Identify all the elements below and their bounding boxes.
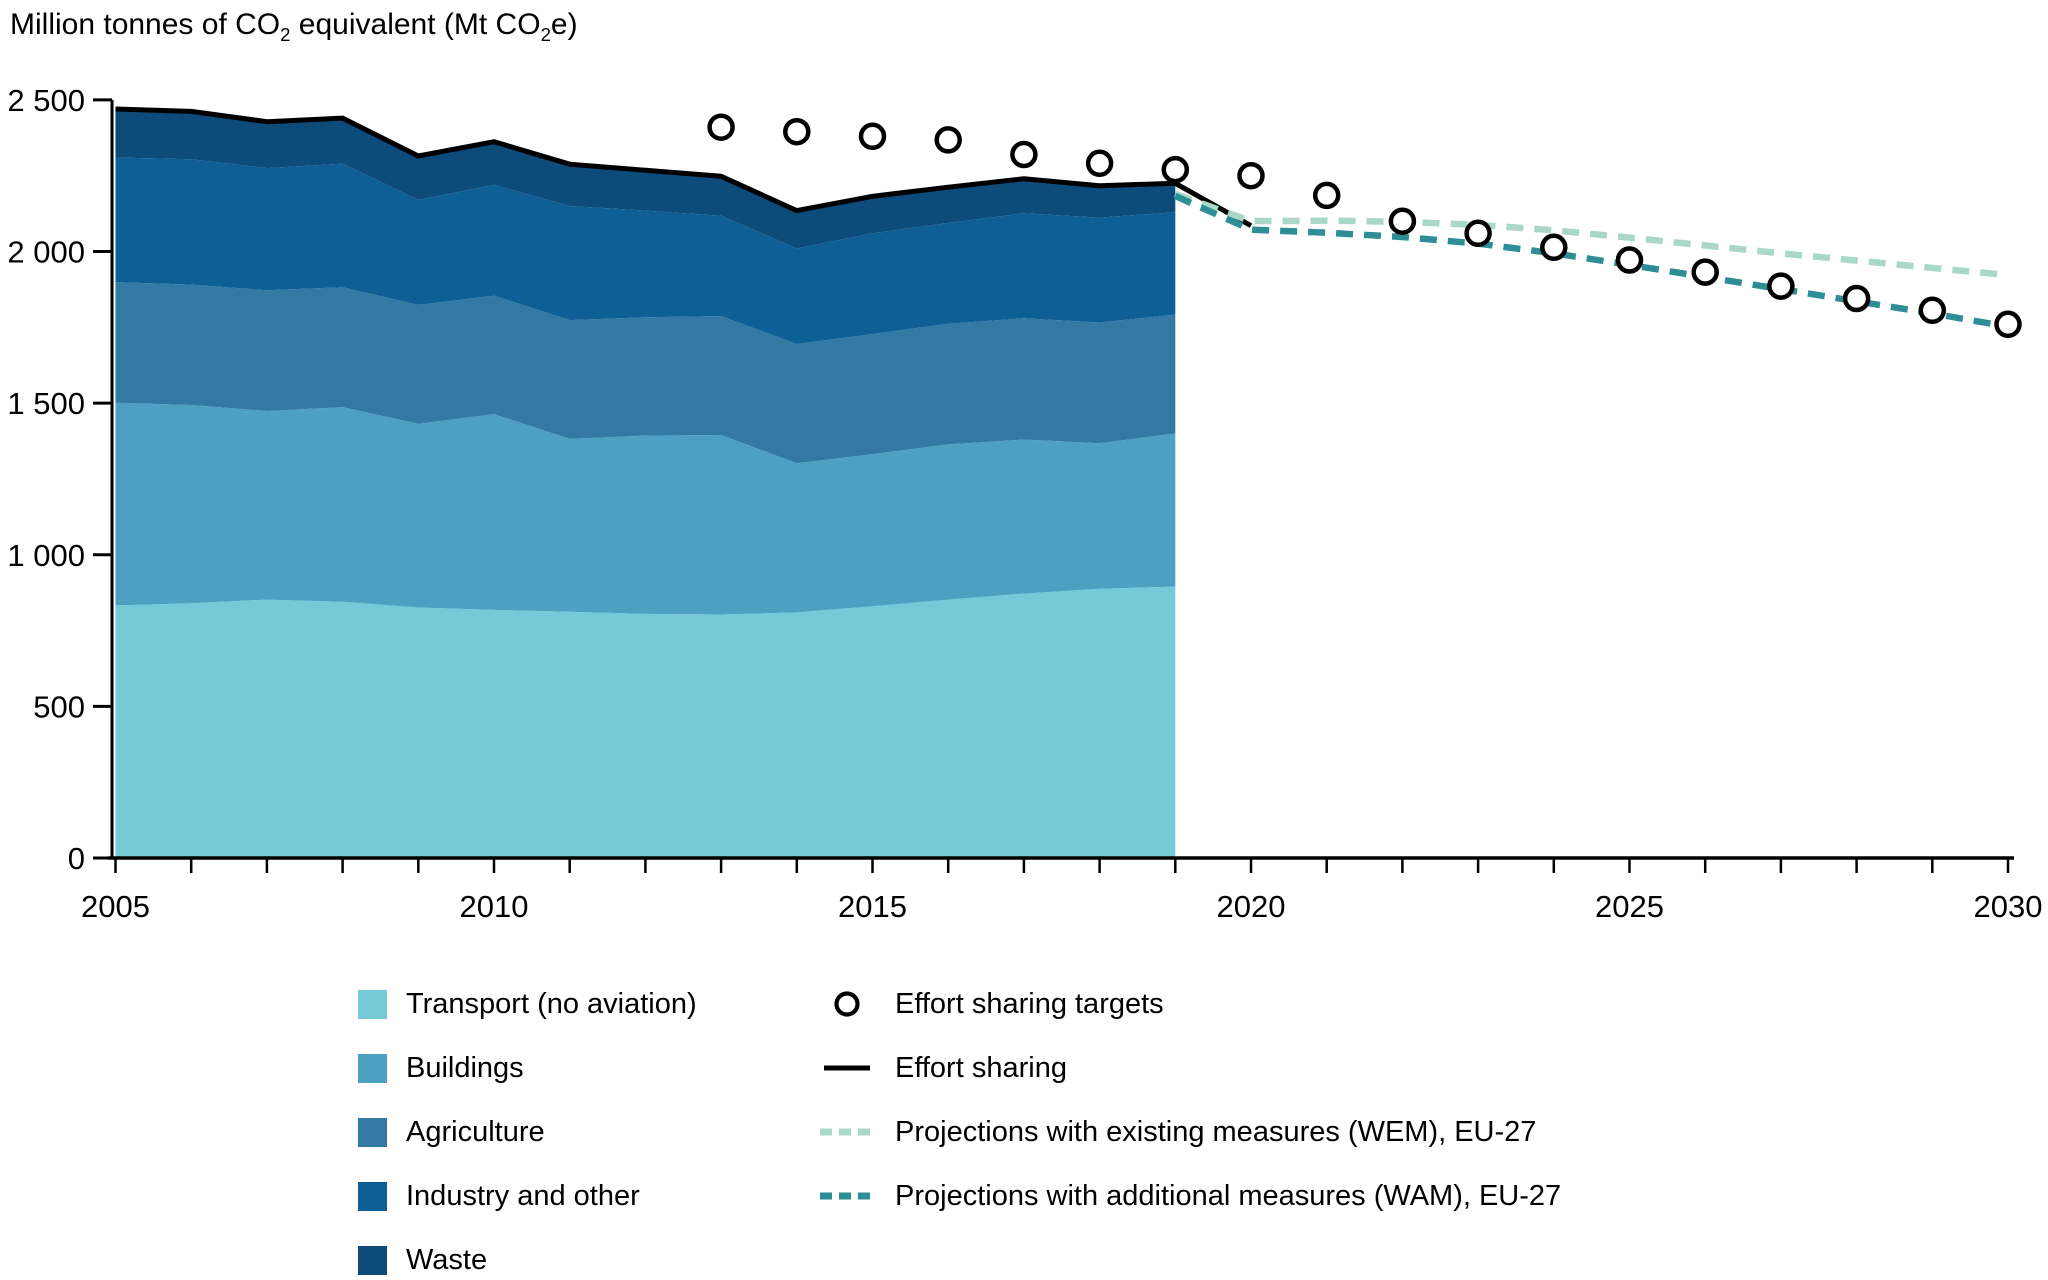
buildings-swatch <box>358 1053 387 1083</box>
target-marker <box>1085 149 1114 178</box>
legend-item-transport: Transport (no aviation) <box>358 972 697 1036</box>
legend-label: Buildings <box>406 1051 524 1084</box>
legend-sectors: Transport (no aviation) Buildings Agricu… <box>358 972 697 1280</box>
x-tick-label: 2010 <box>460 889 529 924</box>
target-marker <box>783 117 811 146</box>
line-projections-with-existing-measures-wem-eu-27 <box>1174 190 2009 279</box>
x-tick-label: 2015 <box>838 889 907 924</box>
chart-title-text: Million tonnes of CO <box>10 8 281 41</box>
chart-title-sub: 2 <box>540 24 551 45</box>
legend-item-buildings: Buildings <box>358 1036 697 1100</box>
line-effort-sharing <box>115 106 1253 228</box>
y-tick-label: 1 500 <box>7 386 85 421</box>
target-marker <box>1464 219 1492 248</box>
chart-title-text: equivalent (Mt CO <box>290 8 541 41</box>
legend-label: Effort sharing targets <box>895 987 1164 1020</box>
legend-item-wam: Projections with additional measures (WA… <box>818 1164 1561 1228</box>
area-buildings <box>115 402 1176 615</box>
target-marker <box>1312 181 1341 210</box>
target-marker <box>1691 258 1719 286</box>
legend-item-wem: Projections with existing measures (WEM)… <box>818 1100 1561 1164</box>
x-tick-label: 2025 <box>1595 889 1664 924</box>
target-marker <box>934 126 962 154</box>
target-marker <box>1994 310 2022 339</box>
dashed-line-icon-wem <box>818 1117 876 1147</box>
area-industry-and-other <box>115 157 1176 344</box>
target-marker <box>1388 207 1417 235</box>
target-marker <box>1237 161 1265 190</box>
legend-label: Agriculture <box>406 1115 545 1148</box>
chart-title-sub: 2 <box>280 24 291 45</box>
target-marker <box>1010 140 1038 169</box>
target-marker <box>1842 284 1871 313</box>
dashed-line-icon-wam <box>818 1181 876 1211</box>
solid-line-icon <box>818 1053 876 1083</box>
legend-label: Industry and other <box>406 1179 640 1212</box>
industry-swatch <box>358 1181 387 1211</box>
agriculture-swatch <box>358 1117 387 1147</box>
legend-item-agriculture: Agriculture <box>358 1100 697 1164</box>
area-transport-no-aviation- <box>115 586 1176 858</box>
legend-item-effort-sharing: Effort sharing <box>818 1036 1561 1100</box>
y-tick-label: 1 000 <box>7 538 85 573</box>
chart-title-text: e) <box>550 8 578 41</box>
area-agriculture <box>115 282 1176 464</box>
legend-label: Waste <box>406 1243 488 1276</box>
y-tick-label: 2 500 <box>7 83 85 118</box>
y-tick-label: 500 <box>33 689 85 724</box>
transport-swatch <box>358 989 387 1019</box>
legend-label: Effort sharing <box>895 1051 1067 1084</box>
x-tick-label: 2020 <box>1217 889 1286 924</box>
target-marker <box>858 122 887 151</box>
legend-item-waste: Waste <box>358 1228 697 1280</box>
x-tick-label: 2030 <box>1974 889 2043 924</box>
target-marker <box>1918 296 1947 325</box>
y-tick-label: 0 <box>68 841 85 876</box>
chart-title: Million tonnes of CO2 equivalent (Mt CO2… <box>10 8 578 46</box>
target-marker <box>1767 272 1795 300</box>
open-circle-icon <box>818 989 876 1019</box>
waste-swatch <box>358 1245 387 1275</box>
target-marker <box>1615 246 1644 274</box>
legend-item-targets: Effort sharing targets <box>818 972 1561 1036</box>
target-marker <box>1540 233 1568 262</box>
legend-label: Projections with existing measures (WEM)… <box>895 1115 1537 1148</box>
legend-lines: Effort sharing targets Effort sharing Pr… <box>818 972 1561 1228</box>
legend-label: Transport (no aviation) <box>406 987 697 1020</box>
legend-item-industry: Industry and other <box>358 1164 697 1228</box>
target-marker <box>707 113 735 141</box>
y-tick-label: 2 000 <box>7 235 85 270</box>
legend-label: Projections with additional measures (WA… <box>895 1179 1562 1212</box>
target-marker <box>1161 155 1190 184</box>
area-waste <box>115 109 1176 249</box>
x-tick-label: 2005 <box>81 889 150 924</box>
